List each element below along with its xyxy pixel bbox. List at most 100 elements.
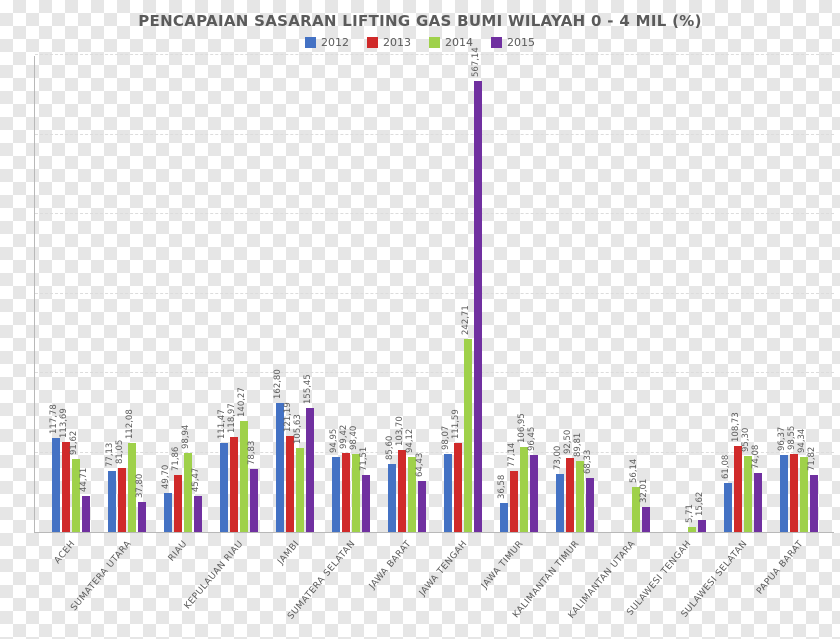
value-label: 98,94 <box>181 425 191 449</box>
bar-2014 <box>296 448 304 532</box>
legend-swatch <box>429 37 440 48</box>
bar-2013 <box>230 437 238 532</box>
bar-2014 <box>184 453 192 532</box>
gridline <box>35 293 834 294</box>
value-label: 44,71 <box>79 468 89 492</box>
value-label: 140,27 <box>237 387 247 417</box>
value-label: 94,12 <box>405 429 415 453</box>
value-label: 37,80 <box>135 474 145 498</box>
gridline <box>35 452 834 453</box>
bar-2014 <box>800 457 808 532</box>
bar-2013 <box>118 468 126 532</box>
value-label: 105,63 <box>293 414 303 444</box>
bar-2015 <box>82 496 90 532</box>
bar-2014 <box>240 421 248 533</box>
value-label: 98,40 <box>349 425 359 449</box>
value-label: 113,69 <box>59 408 69 438</box>
bar-2013 <box>342 453 350 532</box>
legend-item-2012: 2012 <box>305 36 349 49</box>
x-category-label: KEPULAUAN RIAU <box>183 539 246 611</box>
value-label: 68,33 <box>583 449 593 473</box>
value-label: 71,86 <box>171 447 181 471</box>
legend-swatch <box>491 37 502 48</box>
bar-2014 <box>352 454 360 532</box>
bar-2013 <box>790 454 798 532</box>
value-label: 56,14 <box>629 459 639 483</box>
value-label: 98,07 <box>441 426 451 450</box>
plot-area: 117,78113,6991,6244,7177,1381,05112,0837… <box>34 56 834 533</box>
value-label: 78,83 <box>247 441 257 465</box>
x-category-label: RIAU <box>167 539 190 564</box>
value-label: 77,14 <box>507 442 517 466</box>
bar-2014 <box>632 487 640 532</box>
bar-2013 <box>286 436 294 532</box>
bar-2015 <box>642 507 650 532</box>
bar-2013 <box>734 446 742 532</box>
value-label: 15,62 <box>695 491 705 515</box>
value-label: 64,43 <box>415 452 425 476</box>
bar-2013 <box>398 450 406 532</box>
value-label: 96,37 <box>777 427 787 451</box>
value-label: 112,08 <box>125 409 135 439</box>
bar-2014 <box>72 459 80 532</box>
bar-2013 <box>454 443 462 532</box>
legend-label: 2013 <box>383 36 411 49</box>
legend-item-2015: 2015 <box>491 36 535 49</box>
x-category-label: JAMBI <box>276 539 301 567</box>
legend-item-2013: 2013 <box>367 36 411 49</box>
value-label: 71,82 <box>807 447 817 471</box>
bar-2014 <box>128 443 136 532</box>
legend: 2012 2013 2014 2015 <box>0 36 840 49</box>
bar-2012 <box>52 438 60 532</box>
gridline <box>35 134 834 135</box>
value-label: 99,42 <box>339 425 349 449</box>
value-label: 95,30 <box>741 428 751 452</box>
bar-2012 <box>780 455 788 532</box>
value-label: 61,08 <box>721 455 731 479</box>
bar-2014 <box>520 447 528 532</box>
bar-2015 <box>586 478 594 532</box>
bar-2012 <box>164 493 172 533</box>
legend-swatch <box>367 37 378 48</box>
bar-2012 <box>500 503 508 532</box>
x-category-label: JAWA TIMUR <box>480 539 526 591</box>
bar-2015 <box>698 520 706 532</box>
gridline <box>35 213 834 214</box>
value-label: 111,59 <box>451 410 461 440</box>
value-label: 74,08 <box>751 445 761 469</box>
bar-2012 <box>332 457 340 532</box>
value-label: 49,70 <box>161 464 171 488</box>
bar-2012 <box>108 471 116 532</box>
bar-2012 <box>276 403 284 532</box>
bar-2013 <box>174 475 182 532</box>
value-label: 36,58 <box>497 475 507 499</box>
bar-2014 <box>688 527 696 532</box>
bar-2015 <box>754 473 762 532</box>
bar-2013 <box>62 442 70 532</box>
value-label: 162,80 <box>273 369 283 399</box>
legend-label: 2014 <box>445 36 473 49</box>
x-category-label: PAPUA BARAT <box>755 539 806 597</box>
bar-2012 <box>556 474 564 532</box>
x-axis-labels: ACEHSUMATERA UTARARIAUKEPULAUAN RIAUJAMB… <box>34 533 834 639</box>
bar-2015 <box>474 81 482 532</box>
value-label: 103,70 <box>395 416 405 446</box>
x-category-label: JAWA BARAT <box>368 539 414 591</box>
legend-label: 2012 <box>321 36 349 49</box>
bar-2014 <box>576 461 584 532</box>
value-label: 94,34 <box>797 429 807 453</box>
bar-2014 <box>464 339 472 532</box>
bar-2012 <box>388 464 396 532</box>
legend-item-2014: 2014 <box>429 36 473 49</box>
bar-2014 <box>408 457 416 532</box>
bar-2015 <box>418 481 426 532</box>
bar-2015 <box>138 502 146 532</box>
value-label: 98,55 <box>787 425 797 449</box>
legend-label: 2015 <box>507 36 535 49</box>
value-label: 77,13 <box>105 442 115 466</box>
bar-2013 <box>510 471 518 532</box>
legend-swatch <box>305 37 316 48</box>
bar-2013 <box>566 458 574 532</box>
value-label: 94,95 <box>329 428 339 452</box>
value-label: 45,47 <box>191 468 201 492</box>
